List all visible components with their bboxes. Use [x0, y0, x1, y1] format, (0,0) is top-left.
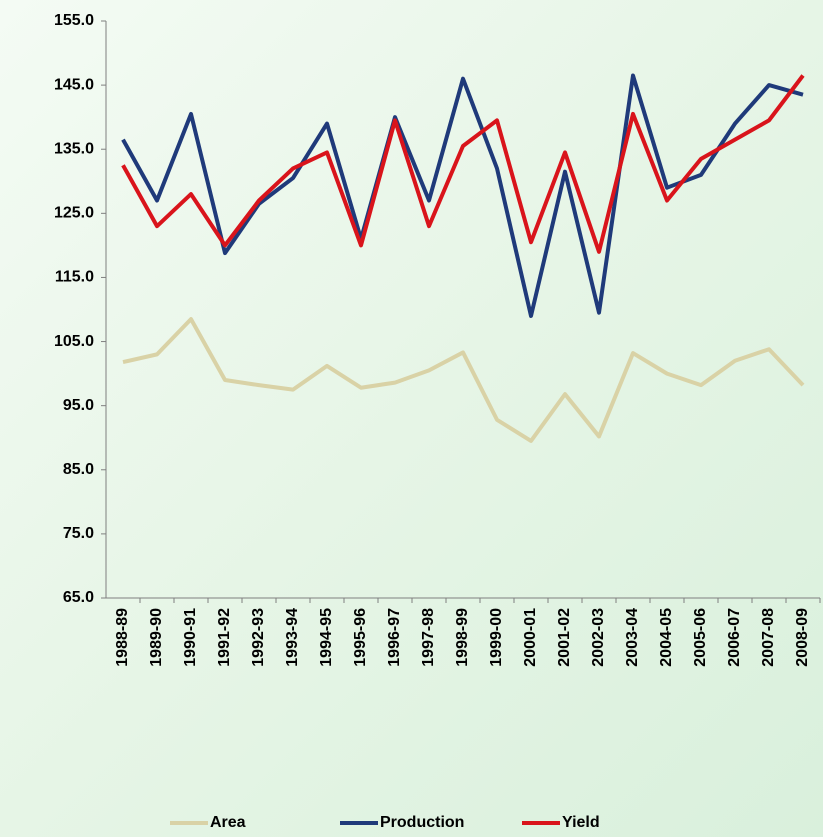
x-tick-label: 1998-99: [454, 608, 471, 667]
x-tick-label: 1991-92: [216, 608, 233, 667]
x-tick-label: 2002-03: [590, 608, 607, 667]
y-tick-label: 115.0: [55, 269, 94, 286]
x-tick-label: 1994-95: [318, 608, 335, 667]
y-tick-label: 125.0: [54, 205, 94, 222]
x-tick-label: 1997-98: [420, 608, 437, 667]
x-tick-label: 2004-05: [658, 608, 675, 667]
x-tick-label: 1999-00: [488, 608, 505, 667]
y-tick-label: 135.0: [54, 140, 94, 157]
y-tick-label: 75.0: [63, 525, 94, 542]
y-tick-label: 145.0: [54, 76, 94, 93]
y-tick-label: 85.0: [63, 461, 94, 478]
y-tick-label: 105.0: [54, 333, 94, 350]
x-tick-label: 1992-93: [250, 608, 267, 667]
line-series: [121, 73, 804, 318]
line-series: [121, 74, 805, 254]
line-series: [122, 317, 805, 443]
x-tick-label: 2000-01: [522, 608, 539, 667]
legend-label: Production: [380, 814, 464, 831]
x-tick-label: 2006-07: [726, 608, 743, 667]
x-tick-label: 2007-08: [760, 608, 777, 667]
x-tick-label: 1995-96: [352, 608, 369, 667]
x-tick-label: 1993-94: [284, 608, 301, 667]
y-tick-label: 95.0: [63, 397, 94, 414]
x-tick-label: 1996-97: [386, 608, 403, 667]
x-tick-label: 1988-89: [114, 608, 131, 667]
x-tick-label: 1989-90: [148, 608, 165, 667]
x-tick-label: 2001-02: [556, 608, 573, 667]
legend-label: Area: [210, 814, 246, 831]
x-tick-label: 2005-06: [692, 608, 709, 667]
y-tick-label: 65.0: [63, 589, 94, 606]
y-tick-label: 155.0: [54, 12, 94, 29]
legend-label: Yield: [562, 814, 600, 831]
x-tick-label: 1990-91: [182, 608, 199, 667]
x-tick-label: 2003-04: [624, 608, 641, 667]
x-tick-label: 2008-09: [794, 608, 811, 667]
